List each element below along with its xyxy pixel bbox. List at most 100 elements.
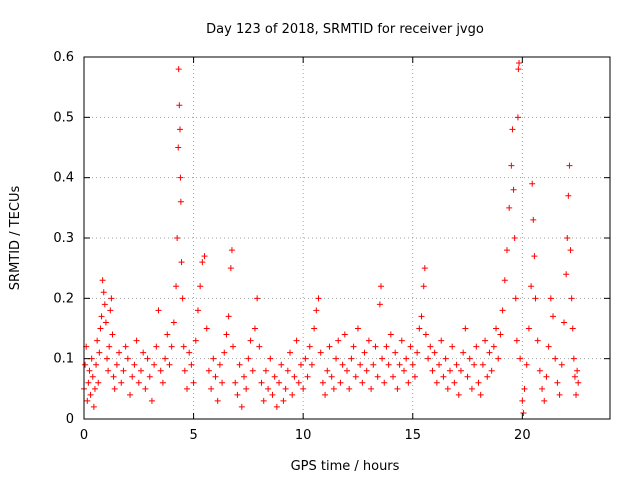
- data-point: [166, 361, 173, 368]
- data-point: [93, 361, 100, 368]
- data-point: [554, 379, 561, 386]
- data-point: [95, 379, 102, 386]
- data-point: [414, 349, 421, 356]
- data-point: [326, 343, 333, 350]
- data-point: [107, 307, 114, 314]
- data-point: [407, 343, 414, 350]
- data-point: [539, 385, 546, 392]
- data-point: [471, 361, 478, 368]
- data-point: [363, 367, 370, 374]
- data-point: [232, 379, 239, 386]
- data-point: [98, 313, 105, 320]
- data-point: [199, 259, 206, 266]
- data-point: [124, 355, 131, 362]
- plot-frame: [83, 56, 611, 420]
- data-point: [521, 385, 528, 392]
- data-point: [142, 385, 149, 392]
- data-point: [341, 331, 348, 338]
- data-point: [175, 144, 182, 151]
- data-point: [516, 60, 523, 67]
- data-point: [174, 235, 181, 241]
- data-point: [379, 355, 386, 362]
- data-point: [490, 343, 497, 350]
- data-point: [377, 283, 384, 290]
- data-point: [420, 283, 427, 290]
- data-point: [271, 373, 278, 380]
- x-tick-label: 5: [189, 428, 197, 443]
- data-point: [118, 379, 125, 386]
- data-point: [300, 385, 307, 392]
- data-point: [120, 367, 127, 374]
- data-point: [170, 319, 177, 326]
- data-point: [436, 361, 443, 368]
- data-point: [258, 379, 265, 386]
- data-point: [477, 391, 484, 398]
- data-point: [137, 367, 144, 374]
- data-point: [256, 343, 263, 350]
- data-point: [431, 349, 438, 356]
- data-point: [177, 198, 184, 205]
- y-tick-label: 0.3: [53, 231, 74, 246]
- data-point: [509, 126, 516, 133]
- data-point: [566, 162, 573, 169]
- x-axis-ticks: 0 5 10 15 20: [80, 57, 531, 443]
- data-point: [333, 355, 340, 362]
- data-point: [495, 355, 502, 362]
- data-point: [176, 102, 183, 109]
- data-point: [180, 343, 187, 350]
- data-point: [568, 295, 575, 302]
- data-point: [240, 373, 247, 380]
- data-point: [216, 361, 223, 368]
- data-point: [346, 385, 353, 392]
- data-point: [350, 343, 357, 350]
- data-point: [140, 349, 147, 356]
- data-point: [449, 343, 456, 350]
- data-point: [497, 331, 504, 338]
- x-tick-label: 10: [295, 428, 312, 443]
- data-point: [192, 337, 199, 344]
- data-point: [230, 343, 237, 350]
- data-points: [81, 60, 582, 416]
- data-point: [508, 162, 515, 169]
- data-point: [164, 331, 171, 338]
- data-point: [506, 204, 513, 211]
- data-point: [455, 391, 462, 398]
- data-point: [162, 355, 169, 362]
- data-point: [225, 313, 232, 320]
- data-point: [400, 367, 407, 374]
- data-point: [97, 325, 104, 332]
- data-point: [208, 385, 215, 392]
- data-point: [427, 343, 434, 350]
- data-point: [390, 373, 397, 380]
- data-point: [94, 337, 101, 344]
- data-point: [563, 271, 570, 278]
- data-point: [433, 379, 440, 386]
- data-point: [254, 295, 261, 302]
- data-point: [82, 361, 89, 368]
- data-point: [513, 337, 520, 344]
- data-point: [534, 337, 541, 344]
- data-point: [569, 325, 576, 332]
- data-point: [337, 379, 344, 386]
- data-point: [102, 319, 109, 326]
- data-point: [319, 379, 326, 386]
- data-point: [251, 325, 258, 332]
- data-point: [157, 367, 164, 374]
- data-point: [87, 391, 94, 398]
- data-point: [440, 373, 447, 380]
- data-point: [357, 361, 364, 368]
- data-point: [276, 379, 283, 386]
- data-point: [348, 355, 355, 362]
- data-point: [223, 331, 230, 338]
- x-axis-label: GPS time / hours: [291, 459, 400, 474]
- data-point: [247, 337, 254, 344]
- data-point: [280, 397, 287, 404]
- data-point: [245, 355, 252, 362]
- data-point: [392, 349, 399, 356]
- data-point: [372, 343, 379, 350]
- data-point: [267, 355, 274, 362]
- data-point: [91, 385, 98, 392]
- data-point: [352, 373, 359, 380]
- data-point: [376, 301, 383, 308]
